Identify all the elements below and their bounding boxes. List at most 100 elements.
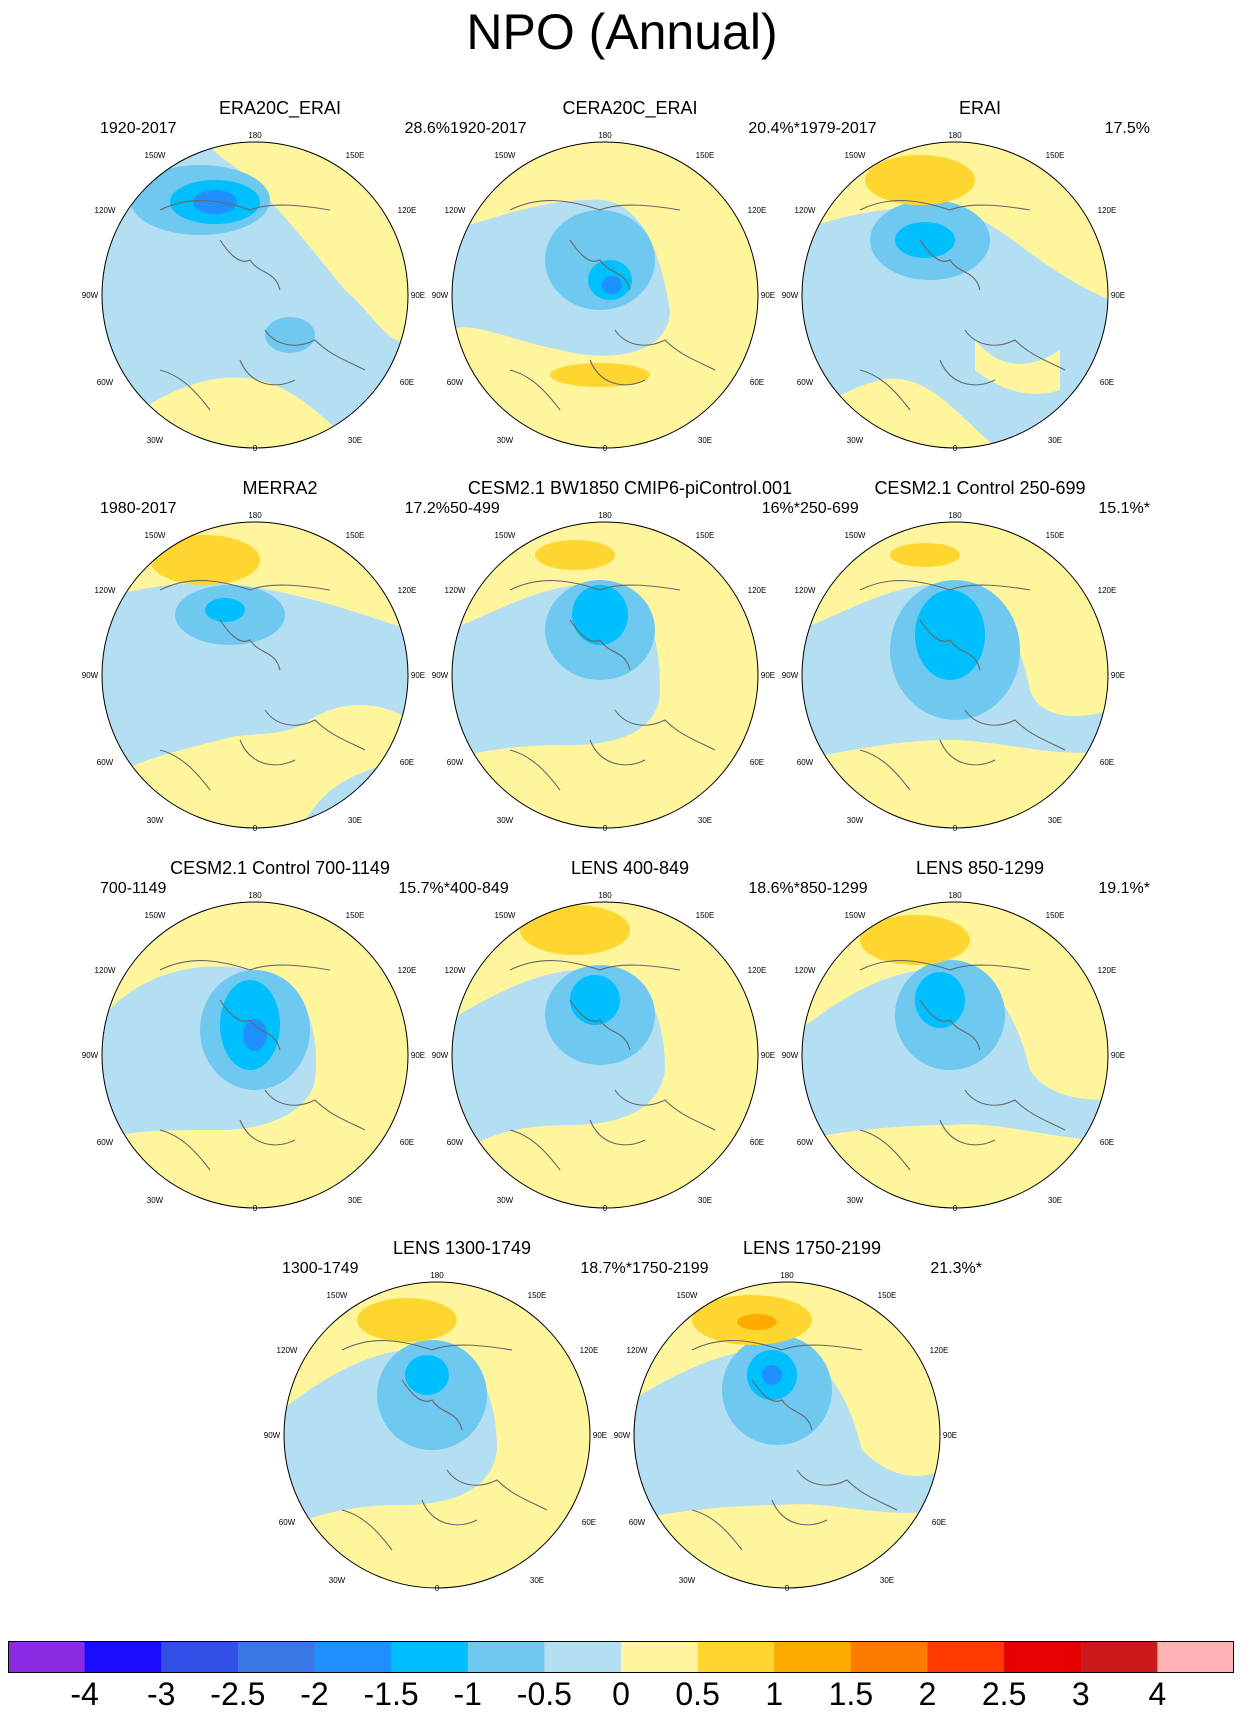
map-panel: CESM2.1 Control 250-699 250-699 15.1%* 1… [782, 478, 1160, 880]
longitude-label: 30E [529, 1576, 545, 1585]
longitude-label: 90E [760, 291, 776, 300]
longitude-label: 150W [326, 1291, 348, 1300]
panel-period: 400-849 [450, 880, 509, 897]
longitude-label: 120E [397, 206, 417, 215]
colorbar-swatch [237, 1641, 316, 1673]
longitude-label: 60W [96, 758, 114, 767]
panel-period: 1980-2017 [100, 500, 177, 517]
panel-percent: 15.7%* [398, 880, 450, 897]
colorbar-label: -2.5 [210, 1676, 266, 1712]
longitude-label: 120E [1097, 586, 1117, 595]
colorbar-swatch [544, 1641, 622, 1673]
colorbar-swatch [84, 1641, 162, 1673]
longitude-label: 60W [446, 378, 464, 387]
longitude-label: 120W [94, 966, 116, 975]
longitude-label: 120E [747, 966, 767, 975]
longitude-label: 180 [780, 1271, 794, 1280]
polar-map [101, 521, 409, 829]
panel-percent: 16%* [761, 500, 800, 517]
longitude-label: 120E [929, 1346, 949, 1355]
longitude-label: 30E [347, 816, 363, 825]
longitude-label: 180 [430, 1271, 444, 1280]
longitude-label: 150E [877, 1291, 897, 1300]
longitude-label: 0 [602, 824, 608, 833]
panel-title: CESM2.1 Control 700-1149 [170, 858, 390, 878]
panel-title: CESM2.1 Control 250-699 [874, 478, 1086, 498]
longitude-label: 30W [846, 816, 864, 825]
longitude-label: 150E [345, 531, 365, 540]
longitude-label: 60E [749, 1138, 765, 1147]
map-panel: LENS 1750-2199 1750-2199 21.3%* 180 150W 1… [614, 1238, 992, 1640]
panel-period: 1920-2017 [100, 120, 177, 137]
longitude-label: 180 [248, 891, 262, 900]
longitude-label: 120W [794, 206, 816, 215]
longitude-label: 90W [431, 291, 449, 300]
longitude-label: 150E [695, 151, 715, 160]
colorbar-swatch [927, 1641, 1005, 1673]
longitude-label: 120W [94, 586, 116, 595]
colorbar-swatch [1004, 1641, 1082, 1673]
polar-map [801, 901, 1109, 1209]
longitude-label: 120E [747, 586, 767, 595]
longitude-label: 150W [144, 151, 166, 160]
longitude-label: 60W [446, 758, 464, 767]
colorbar [8, 1641, 1234, 1673]
longitude-label: 120W [794, 966, 816, 975]
colorbar-label: 4 [1148, 1676, 1167, 1712]
longitude-label: 120E [747, 206, 767, 215]
longitude-label: 30E [697, 816, 713, 825]
longitude-label: 120E [397, 966, 417, 975]
longitude-label: 30W [678, 1576, 696, 1585]
longitude-label: 0 [252, 824, 258, 833]
colorbar-swatch [621, 1641, 699, 1673]
panel-percent: 15.1%* [1098, 500, 1150, 517]
longitude-label: 90E [410, 1051, 426, 1060]
longitude-label: 90W [263, 1431, 281, 1440]
longitude-label: 180 [598, 131, 612, 140]
longitude-label: 90W [613, 1431, 631, 1440]
colorbar-swatch [467, 1641, 545, 1673]
longitude-label: 60E [1099, 378, 1115, 387]
longitude-label: 90W [781, 671, 799, 680]
longitude-label: 90W [81, 291, 99, 300]
longitude-label: 150W [144, 531, 166, 540]
polar-map [633, 1281, 941, 1589]
panel-percent: 18.6%* [748, 880, 800, 897]
longitude-label: 30W [846, 1196, 864, 1205]
longitude-label: 30W [328, 1576, 346, 1585]
panel-percent: 20.4%* [748, 120, 800, 137]
longitude-label: 90E [760, 671, 776, 680]
colorbar-labels: -4 -3 -2.5 -2 -1.5 -1 -0.5 0 0.5 1 1.5 2 2.5 3 4 [0, 1676, 1244, 1716]
panel-title: LENS 1300-1749 [392, 1238, 532, 1258]
colorbar-label: -4 [70, 1676, 99, 1712]
panel-period: 250-699 [800, 500, 859, 517]
panel-title: ERAI [958, 98, 1001, 118]
panel-percent: 18.7%* [580, 1260, 632, 1277]
colorbar-label: -3 [147, 1676, 176, 1712]
longitude-label: 120W [94, 206, 116, 215]
longitude-label: 60E [1099, 758, 1115, 767]
colorbar-label: 2.5 [981, 1676, 1027, 1712]
colorbar-label: 1 [765, 1676, 784, 1712]
longitude-label: 60E [399, 758, 415, 767]
longitude-label: 120E [397, 586, 417, 595]
panel-percent: 17.5% [1104, 120, 1150, 137]
longitude-label: 150W [494, 531, 516, 540]
longitude-label: 120W [276, 1346, 298, 1355]
colorbar-label: 2 [918, 1676, 937, 1712]
colorbar-swatch [161, 1641, 239, 1673]
map-panel: MERRA2 1980-2017 17.2% 180 150W 120W 90W 60W… [82, 478, 460, 880]
longitude-label: 120W [444, 206, 466, 215]
longitude-label: 120W [444, 586, 466, 595]
longitude-label: 30E [1047, 1196, 1063, 1205]
colorbar-label: -2 [300, 1676, 329, 1712]
polar-map [101, 141, 409, 449]
longitude-label: 90E [1110, 291, 1126, 300]
panel-title: LENS 850-1299 [915, 858, 1045, 878]
map-panel: CERA20C_ERAI 1920-2017 20.4%* 180 150W 120… [432, 98, 810, 500]
panel-title: LENS 1750-2199 [742, 1238, 882, 1258]
longitude-label: 30E [697, 436, 713, 445]
longitude-label: 90W [431, 671, 449, 680]
longitude-label: 90E [1110, 1051, 1126, 1060]
longitude-label: 150E [527, 1291, 547, 1300]
